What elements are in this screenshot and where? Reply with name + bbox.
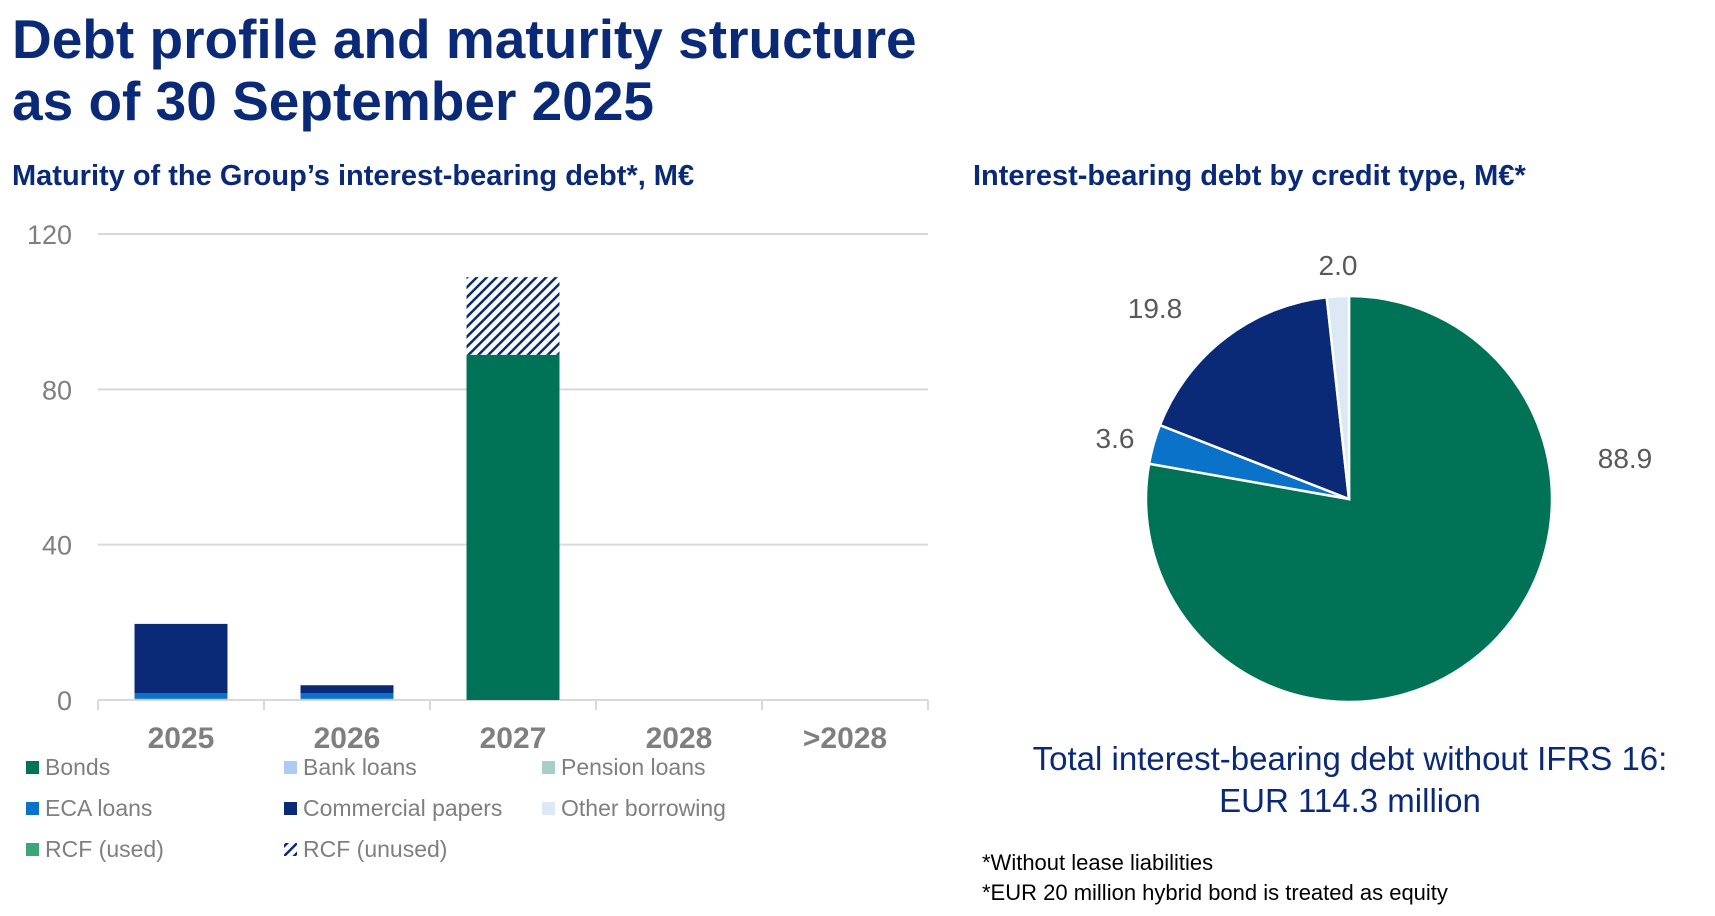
pie-slice-other-borrowing	[1325, 294, 1351, 500]
title-line-1: Debt profile and maturity structure	[12, 8, 917, 70]
total-line-2: EUR 114.3 million	[1219, 782, 1481, 819]
legend-label: ECA loans	[45, 795, 152, 821]
pie-data-label: 88.9	[1598, 443, 1653, 474]
legend-swatch	[284, 802, 297, 815]
legend-swatch	[26, 802, 39, 815]
bar-segment-bank-loans	[300, 698, 394, 700]
bar-segment-eca-loans	[300, 693, 394, 699]
total-debt-text: Total interest-bearing debt without IFRS…	[985, 738, 1715, 822]
x-tick-label: 2026	[314, 722, 381, 755]
pie-slice-commercial-papers	[1158, 295, 1351, 501]
footnote-2: *EUR 20 million hybrid bond is treated a…	[982, 880, 1448, 905]
legend-label: Bonds	[45, 754, 110, 780]
legend-label: Pension loans	[561, 754, 706, 780]
pie-chart-title: Interest-bearing debt by credit type, M€…	[973, 160, 1526, 192]
total-line-1: Total interest-bearing debt without IFRS…	[1032, 740, 1668, 777]
y-tick-label: 80	[42, 375, 72, 405]
x-tick-label: 2027	[480, 722, 547, 755]
legend-swatch	[542, 761, 555, 774]
bar-segment-commercial-papers	[300, 685, 394, 694]
legend-swatch	[284, 843, 297, 856]
legend-label: RCF (unused)	[303, 836, 447, 862]
bar-segment-rcf-unused-	[466, 277, 560, 355]
legend-label: RCF (used)	[45, 836, 164, 862]
x-tick-label: >2028	[803, 722, 887, 755]
legend-label: Commercial papers	[303, 795, 502, 821]
legend-swatch	[284, 761, 297, 774]
y-tick-label: 120	[27, 220, 72, 250]
footnote-1: *Without lease liabilities	[982, 850, 1214, 875]
y-tick-label: 40	[42, 531, 72, 561]
bar-segment-bank-loans	[134, 698, 228, 700]
pie-data-label: 3.6	[1096, 423, 1135, 454]
x-tick-label: 2028	[646, 722, 713, 755]
pie-data-label: 2.0	[1319, 250, 1358, 281]
x-tick-label: 2025	[148, 722, 215, 755]
legend-swatch	[542, 802, 555, 815]
pie-data-label: 19.8	[1128, 293, 1183, 324]
page-title: Debt profile and maturity structure as o…	[12, 8, 917, 132]
bar-segment-bonds	[466, 354, 560, 700]
y-tick-label: 0	[57, 686, 72, 716]
legend-swatch	[26, 843, 39, 856]
legend-swatch	[26, 761, 39, 774]
bar-segment-commercial-papers	[134, 623, 228, 694]
bar-segment-eca-loans	[134, 693, 228, 699]
legend-label: Bank loans	[303, 754, 417, 780]
bar-chart-title: Maturity of the Group’s interest-bearing…	[12, 160, 695, 192]
legend-label: Other borrowing	[561, 795, 726, 821]
title-line-2: as of 30 September 2025	[12, 70, 655, 132]
